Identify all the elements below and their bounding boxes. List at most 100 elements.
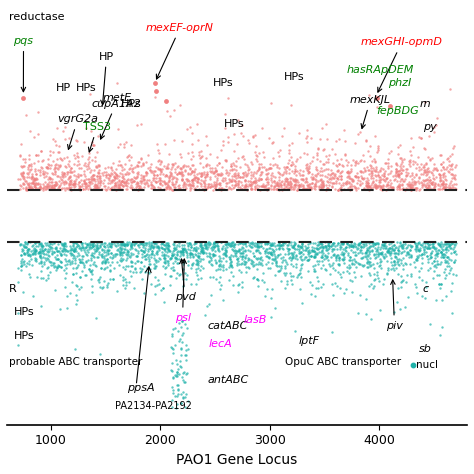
Point [375, 181, 383, 189]
Point [88, 175, 95, 182]
Point [311, 292, 319, 300]
Point [39, 167, 47, 175]
Point [173, 254, 180, 262]
Point [71, 180, 78, 188]
Point [261, 239, 268, 247]
Point [229, 252, 237, 260]
Point [69, 168, 76, 175]
Point [32, 184, 40, 192]
Point [253, 242, 261, 250]
Point [22, 243, 29, 251]
Point [222, 253, 229, 260]
Point [71, 255, 78, 262]
Point [136, 185, 144, 192]
Point [52, 266, 60, 273]
Point [137, 258, 145, 265]
Point [313, 246, 321, 253]
Text: antABC: antABC [208, 375, 249, 385]
Point [41, 183, 49, 191]
Point [313, 241, 321, 248]
Point [155, 242, 162, 250]
Point [383, 174, 391, 182]
Point [420, 248, 428, 255]
Point [99, 246, 106, 253]
Point [37, 147, 45, 155]
Point [292, 246, 299, 253]
Point [92, 247, 100, 255]
Point [244, 166, 252, 173]
Point [50, 182, 57, 189]
Point [356, 248, 364, 255]
Point [426, 155, 433, 163]
Point [123, 242, 131, 249]
Point [438, 180, 446, 188]
Point [188, 261, 195, 268]
Point [416, 163, 423, 171]
Point [320, 166, 328, 174]
Point [199, 185, 207, 192]
Point [234, 154, 241, 162]
Point [346, 256, 354, 264]
Point [177, 248, 184, 255]
Point [173, 373, 181, 380]
Point [45, 184, 53, 192]
Point [43, 164, 51, 172]
Point [229, 159, 237, 167]
Point [65, 184, 73, 192]
Point [175, 169, 183, 177]
Point [72, 177, 79, 185]
Point [345, 178, 352, 186]
Point [352, 172, 360, 180]
Point [107, 169, 115, 177]
Point [149, 250, 156, 258]
Point [293, 245, 301, 253]
Point [364, 246, 372, 254]
Point [23, 246, 31, 254]
Point [53, 141, 60, 149]
Point [368, 157, 376, 164]
Point [73, 242, 81, 249]
Point [306, 278, 314, 286]
Point [172, 404, 179, 412]
Point [251, 183, 259, 191]
Point [425, 244, 432, 252]
Point [402, 173, 410, 180]
Point [368, 167, 375, 175]
Point [200, 248, 208, 255]
Point [241, 168, 248, 176]
Point [177, 250, 185, 258]
Point [442, 183, 449, 191]
Point [146, 240, 153, 248]
Point [185, 240, 192, 247]
Point [413, 254, 420, 261]
Point [322, 266, 330, 274]
Point [54, 262, 62, 269]
Point [221, 240, 229, 247]
Point [196, 159, 203, 166]
Point [20, 243, 28, 251]
Point [254, 275, 261, 283]
Point [289, 167, 296, 174]
Point [263, 253, 271, 260]
Point [246, 182, 254, 189]
Point [377, 164, 384, 172]
Point [264, 254, 272, 261]
Point [399, 166, 407, 173]
Point [27, 174, 35, 182]
Point [431, 245, 439, 252]
Point [106, 276, 113, 283]
Point [153, 242, 161, 250]
Point [22, 243, 29, 251]
Point [95, 163, 103, 170]
Point [136, 185, 143, 193]
Point [203, 184, 210, 191]
Point [427, 176, 434, 183]
Point [210, 251, 218, 258]
Point [213, 241, 220, 248]
Point [289, 183, 297, 191]
Point [238, 153, 246, 160]
Point [406, 182, 414, 189]
Point [19, 288, 27, 295]
Point [28, 172, 36, 180]
Point [191, 167, 198, 174]
